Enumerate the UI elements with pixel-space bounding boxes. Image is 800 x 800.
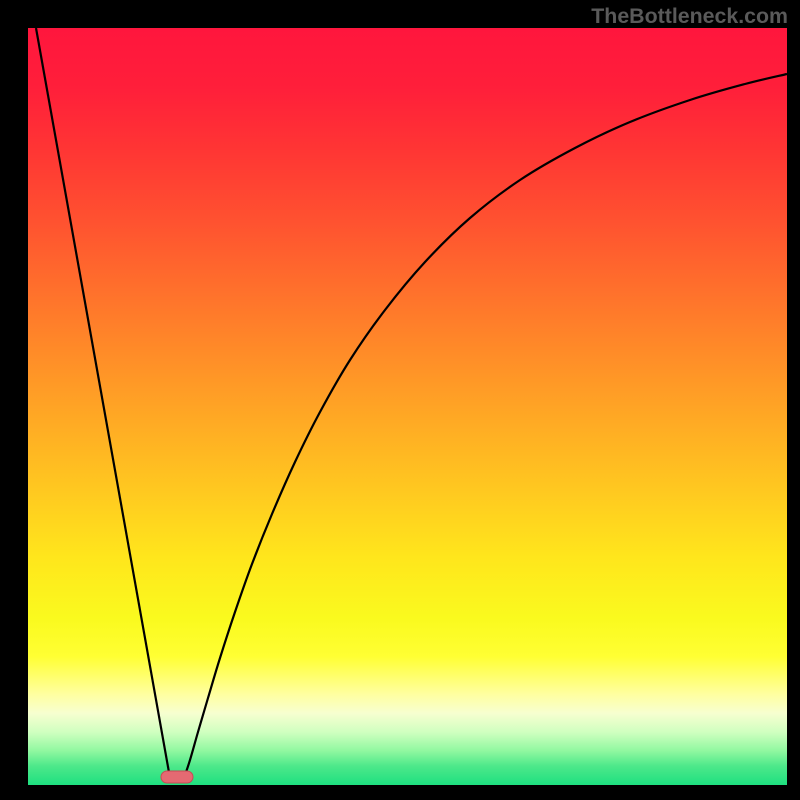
plot-background (28, 28, 787, 785)
bottleneck-marker (161, 771, 193, 783)
watermark-text: TheBottleneck.com (591, 4, 788, 29)
bottleneck-chart: { "source_watermark": { "text": "TheBott… (0, 0, 800, 800)
chart-svg (0, 0, 800, 800)
